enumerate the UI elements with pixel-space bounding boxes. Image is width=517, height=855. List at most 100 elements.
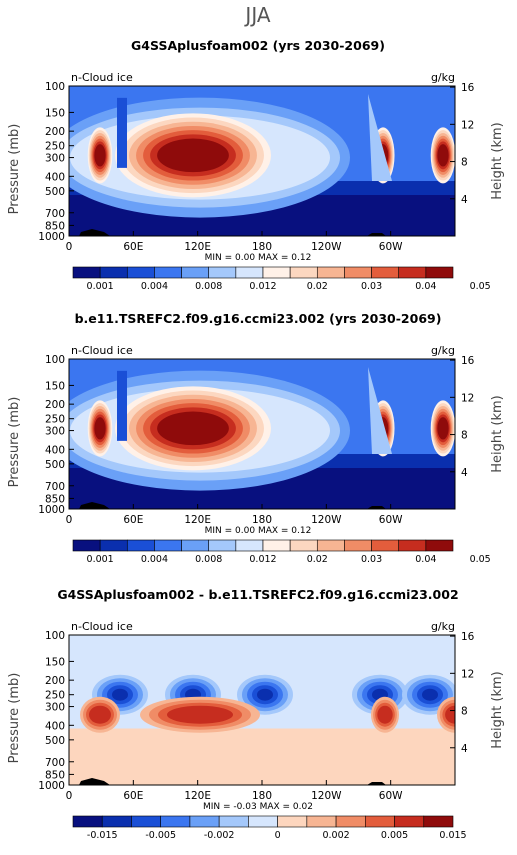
contour-positive xyxy=(89,705,111,724)
y-tick-label: 500 xyxy=(45,186,65,198)
colorbar-label: -0.002 xyxy=(204,830,235,841)
panel-title: G4SSAplusfoam002 - b.e11.TSREFC2.f09.g16… xyxy=(57,587,458,602)
panel-1: G4SSAplusfoam002 (yrs 2030-2069) n-Cloud … xyxy=(7,38,505,292)
y-tick-label: 150 xyxy=(45,656,65,668)
colorbar-swatch xyxy=(371,539,400,552)
colorbar-swatch xyxy=(181,266,210,279)
topography xyxy=(367,506,386,509)
y-tick-label: 300 xyxy=(45,702,65,714)
y2-axis-title: Height (km) xyxy=(490,122,505,199)
contour-core xyxy=(437,417,449,440)
colorbar-swatch xyxy=(365,815,395,828)
colorbar-swatch xyxy=(425,266,454,279)
y-tick-label: 1000 xyxy=(38,231,65,243)
x-tick-label: 120W xyxy=(311,514,342,526)
x-tick-label: 120E xyxy=(184,514,211,526)
colorbar-swatch xyxy=(126,539,155,552)
contour-gap xyxy=(117,370,127,441)
y-tick-label: 100 xyxy=(45,81,65,93)
x-tick-label: 60W xyxy=(379,514,403,526)
contour-core xyxy=(157,411,229,446)
colorbar-label: 0.008 xyxy=(195,281,222,292)
contour-positive xyxy=(167,705,233,724)
y2-tick-label: 4 xyxy=(461,467,468,479)
colorbar-swatch xyxy=(262,266,291,279)
panel-3: G4SSAplusfoam002 - b.e11.TSREFC2.f09.g16… xyxy=(7,587,505,841)
x-tick-label: 60E xyxy=(123,241,143,253)
colorbar-swatch xyxy=(154,266,182,279)
colorbar-label: 0.04 xyxy=(415,281,436,292)
colorbar-swatch xyxy=(335,815,366,828)
colorbar-label: 0.012 xyxy=(249,281,276,292)
colorbar-label: 0.03 xyxy=(361,554,382,565)
colorbar-swatch xyxy=(423,815,454,828)
y-tick-label: 1000 xyxy=(38,780,65,792)
topography xyxy=(79,229,110,236)
contour-gap xyxy=(368,367,392,455)
y-tick-label: 200 xyxy=(45,399,65,411)
topography xyxy=(79,778,110,785)
contour-field xyxy=(69,86,455,236)
colorbar-label: 0.03 xyxy=(361,281,382,292)
topography xyxy=(367,782,386,785)
y-axis-title: Pressure (mb) xyxy=(7,397,22,488)
colorbar-swatch xyxy=(208,266,237,279)
stats-label: MIN = -0.03 MAX = 0.02 xyxy=(203,802,313,812)
colorbar-label: 0.001 xyxy=(87,554,114,565)
y2-tick-label: 16 xyxy=(461,82,475,94)
colorbar-label: 0.002 xyxy=(322,830,349,841)
colorbar-swatch xyxy=(131,815,161,828)
y-tick-label: 400 xyxy=(45,171,65,183)
y-tick-label: 200 xyxy=(45,126,65,138)
colorbar-swatch xyxy=(72,266,101,279)
colorbar-label: 0.001 xyxy=(87,281,114,292)
y-tick-label: 300 xyxy=(45,153,65,165)
colorbar-swatch xyxy=(218,815,249,828)
x-tick-label: 120W xyxy=(311,241,342,253)
y-axis-title: Pressure (mb) xyxy=(7,673,22,764)
colorbar-swatch xyxy=(126,266,155,279)
x-tick-label: 120E xyxy=(184,790,211,802)
colorbar-swatch xyxy=(262,539,291,552)
y-tick-label: 250 xyxy=(45,414,65,426)
y-tick-label: 250 xyxy=(45,690,65,702)
y-tick-label: 850 xyxy=(45,220,65,232)
x-tick-label: 180 xyxy=(252,790,272,802)
colorbar-swatch xyxy=(277,815,308,828)
colorbar-swatch xyxy=(398,266,427,279)
panel-title: G4SSAplusfoam002 (yrs 2030-2069) xyxy=(131,38,385,53)
contour-negative xyxy=(257,688,273,701)
colorbar-swatch xyxy=(208,539,237,552)
colorbar-swatch xyxy=(181,539,210,552)
colorbar-label: -0.015 xyxy=(87,830,118,841)
contour-field xyxy=(69,359,455,509)
colorbar-swatch xyxy=(344,266,372,279)
y-tick-label: 700 xyxy=(45,208,65,220)
colorbar-label: -0.005 xyxy=(145,830,176,841)
colorbar-swatch xyxy=(99,539,128,552)
colorbar-swatch xyxy=(154,539,182,552)
y2-tick-label: 8 xyxy=(461,706,468,718)
colorbar-swatch xyxy=(371,266,400,279)
y-tick-label: 200 xyxy=(45,675,65,687)
x-tick-label: 120E xyxy=(184,241,211,253)
y-tick-label: 100 xyxy=(45,630,65,642)
colorbar-label: 0.008 xyxy=(195,554,222,565)
season-title: JJA xyxy=(243,3,270,27)
colorbar-label: 0.012 xyxy=(249,554,276,565)
units-label: g/kg xyxy=(431,71,455,84)
colorbar-swatch xyxy=(289,266,318,279)
colorbar-label: 0.004 xyxy=(141,554,168,565)
x-tick-label: 60E xyxy=(123,514,143,526)
colorbar-swatch xyxy=(72,539,101,552)
colorbar-label: 0 xyxy=(275,830,281,841)
field-label: n-Cloud ice xyxy=(71,344,133,357)
colorbar-label: 0.015 xyxy=(439,830,466,841)
colorbar-swatch xyxy=(316,266,345,279)
colorbar-swatch xyxy=(344,539,372,552)
y-tick-label: 150 xyxy=(45,107,65,119)
y-tick-label: 850 xyxy=(45,769,65,781)
y-tick-label: 400 xyxy=(45,444,65,456)
contour-gap xyxy=(117,97,127,168)
y2-axis-title: Height (km) xyxy=(490,395,505,472)
